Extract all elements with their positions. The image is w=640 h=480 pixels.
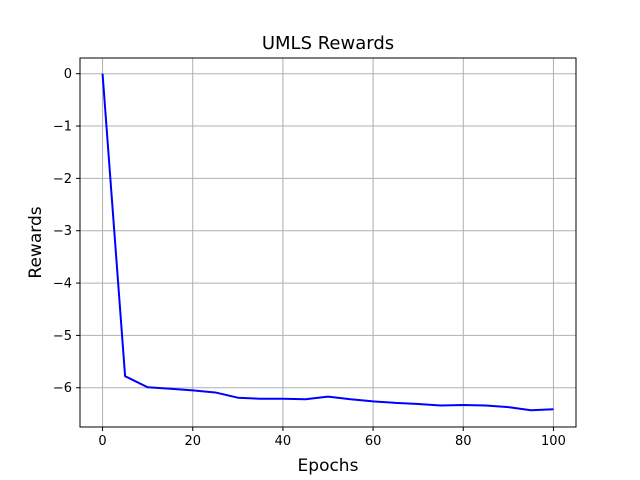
y-tick-label: −6 — [53, 381, 72, 396]
series-layer — [101, 73, 554, 412]
x-tick-label: 0 — [98, 434, 106, 449]
grid-lines — [80, 58, 576, 427]
x-tick-label: 80 — [455, 434, 472, 449]
y-tick-label: 0 — [64, 67, 72, 82]
y-tick-label: −3 — [53, 224, 72, 239]
x-tick-label: 100 — [541, 434, 566, 449]
y-tick-label: −5 — [53, 329, 72, 344]
plot-frame — [79, 57, 577, 428]
x-tick-label: 60 — [365, 434, 382, 449]
y-tick-label: −2 — [53, 172, 72, 187]
rewards-series-line — [101, 73, 554, 412]
y-tick-label: −1 — [53, 120, 72, 135]
x-tick-label: 40 — [275, 434, 292, 449]
axis-ticks: 0 20 40 60 80 100 0 −1 −2 −3 −4 −5 −6 — [53, 67, 566, 449]
chart-title: UMLS Rewards — [262, 33, 394, 54]
y-tick-label: −4 — [53, 277, 72, 292]
x-axis-label: Epochs — [298, 456, 359, 476]
x-tick-label: 20 — [184, 434, 201, 449]
y-axis-label: Rewards — [26, 206, 46, 278]
